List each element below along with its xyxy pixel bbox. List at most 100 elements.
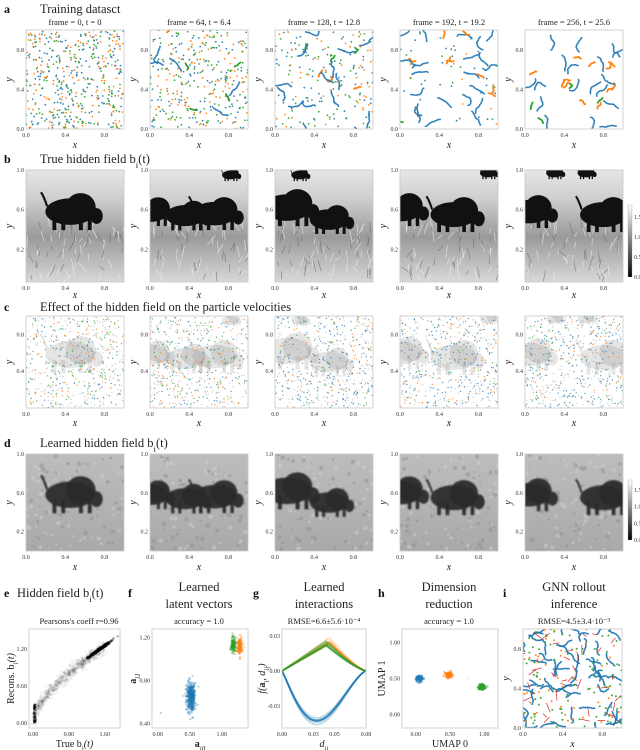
- velocity-dot: [278, 366, 280, 368]
- velocity-dot: [493, 319, 495, 322]
- velocity-dot: [349, 343, 351, 345]
- velocity-dot: [113, 322, 116, 324]
- particle-dot: [328, 63, 331, 65]
- velocity-dot: [157, 371, 159, 373]
- particle-dot: [102, 75, 105, 78]
- velocity-dot: [166, 388, 169, 390]
- velocity-dot: [306, 383, 308, 385]
- particle-dot: [191, 43, 194, 46]
- particle-dot: [152, 38, 155, 41]
- velocity-dot: [222, 386, 224, 388]
- y-axis-label: y: [128, 223, 139, 229]
- particle-dot: [362, 109, 365, 111]
- velocity-dot: [186, 403, 188, 405]
- particle-dot: [363, 39, 365, 41]
- velocity-dot: [99, 321, 101, 323]
- velocity-dot: [214, 316, 216, 318]
- grass-stroke: [96, 232, 101, 240]
- particle-dot: [57, 93, 60, 96]
- x-tick-label: 0.0: [146, 133, 154, 139]
- velocity-dot: [110, 321, 112, 323]
- velocity-dot: [66, 324, 68, 326]
- particle-dot: [595, 95, 598, 97]
- velocity-dot: [441, 348, 443, 350]
- velocity-dot: [162, 377, 165, 379]
- velocity-dot: [47, 391, 49, 394]
- velocity-dot: [229, 382, 231, 384]
- velocity-dot: [348, 373, 351, 375]
- velocity-dot: [227, 342, 230, 345]
- particle-dot: [353, 50, 355, 53]
- particle-dot: [43, 120, 46, 122]
- velocity-dot: [30, 402, 32, 404]
- velocity-dot: [176, 395, 179, 397]
- velocity-dot: [364, 364, 367, 366]
- velocity-dot: [110, 402, 113, 404]
- particle-dot: [180, 58, 183, 61]
- velocity-dot: [402, 393, 404, 395]
- grass-stroke: [244, 239, 247, 251]
- velocity-dot: [318, 338, 321, 340]
- particle-dot: [223, 57, 226, 60]
- particle-dot: [275, 125, 277, 128]
- velocity-dot: [309, 402, 311, 404]
- particle-dot: [91, 36, 94, 38]
- velocity-dot: [339, 375, 341, 377]
- grass-stroke: [233, 221, 240, 232]
- grass-stroke: [616, 244, 619, 255]
- velocity-dot: [78, 381, 80, 383]
- velocity-dot: [83, 358, 85, 360]
- velocity-dot: [62, 328, 64, 331]
- particle-dot: [211, 80, 213, 83]
- velocity-dot: [475, 390, 477, 392]
- velocity-dot: [444, 355, 446, 357]
- particle-dot: [156, 85, 159, 88]
- velocity-dot: [365, 362, 367, 365]
- velocity-dot: [79, 368, 82, 370]
- velocity-dot: [181, 395, 183, 397]
- velocity-dot: [333, 335, 336, 337]
- velocity-dot: [177, 391, 179, 393]
- velocity-dot: [172, 391, 175, 393]
- velocity-dot: [467, 360, 469, 362]
- velocity-dot: [111, 346, 113, 348]
- particle-dot: [168, 44, 170, 46]
- grass-stroke: [236, 245, 241, 257]
- velocity-dot: [104, 334, 106, 337]
- velocity-dot: [218, 363, 220, 366]
- velocity-dot: [167, 341, 169, 343]
- velocity-dot: [439, 399, 441, 401]
- velocity-dot: [186, 377, 188, 379]
- particle-dot: [52, 79, 55, 82]
- x-axis-label: x: [571, 140, 577, 151]
- velocity-dot: [276, 392, 278, 394]
- particle-dot: [600, 58, 602, 60]
- velocity-dot: [370, 346, 372, 348]
- particle-dot: [40, 69, 43, 72]
- velocity-dot: [100, 372, 103, 374]
- y-axis-label: y: [253, 77, 264, 83]
- velocity-dot: [232, 357, 234, 359]
- x-tick-label: 0.0: [146, 412, 154, 418]
- velocity-dot: [361, 324, 363, 326]
- velocity-dot: [220, 372, 222, 374]
- velocity-dot: [352, 403, 354, 405]
- velocity-dot: [291, 346, 293, 348]
- grass-stroke: [326, 245, 330, 251]
- colorbar: [627, 204, 633, 278]
- velocity-dot: [474, 320, 476, 323]
- particle-dot: [114, 64, 116, 67]
- grass-stroke: [121, 246, 124, 253]
- velocity-dot: [115, 327, 117, 329]
- velocity-dot: [199, 325, 201, 327]
- velocity-dot: [190, 403, 192, 405]
- particle-dot: [39, 73, 42, 75]
- velocity-dot: [181, 397, 183, 399]
- velocity-dot: [157, 325, 159, 327]
- velocity-dot: [199, 379, 201, 381]
- velocity-dot: [365, 331, 367, 333]
- particle-dot: [577, 64, 579, 67]
- velocity-dot: [206, 347, 208, 349]
- particle-dot: [394, 44, 396, 46]
- particle-dot: [398, 117, 400, 119]
